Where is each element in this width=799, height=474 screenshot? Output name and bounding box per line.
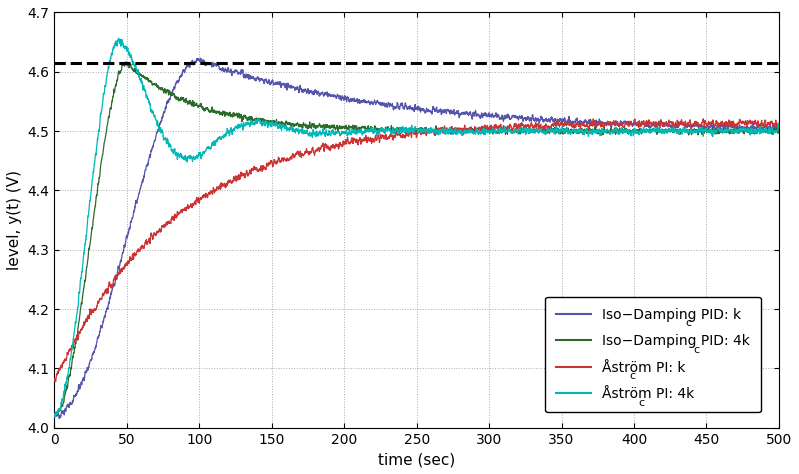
X-axis label: time (sec): time (sec) bbox=[378, 452, 455, 467]
Text: c: c bbox=[638, 398, 644, 408]
Text: c: c bbox=[685, 318, 691, 328]
Legend: Iso−Damping PID: k, Iso−Damping PID: 4k, Åström PI: k, Åström PI: 4k: Iso−Damping PID: k, Iso−Damping PID: 4k,… bbox=[545, 297, 761, 412]
Text: c: c bbox=[694, 345, 700, 355]
Y-axis label: level, y(t) (V): level, y(t) (V) bbox=[7, 170, 22, 270]
Text: c: c bbox=[630, 371, 635, 381]
